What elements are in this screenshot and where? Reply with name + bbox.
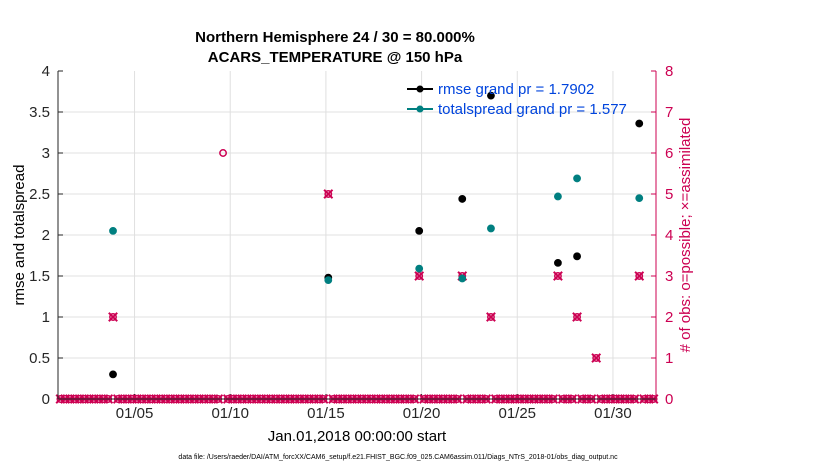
y-right-tick-label: 2 [665, 309, 673, 326]
x-tick-label: 01/10 [211, 405, 249, 422]
obs-assimilated-marker-stroke [553, 271, 563, 281]
rmse-point [415, 226, 424, 235]
rmse-point [573, 252, 581, 261]
rmse-point [554, 258, 562, 267]
rmse-point [635, 119, 644, 128]
obs-possible-marker [592, 354, 601, 362]
y-left-tick-label: 3.5 [29, 104, 50, 121]
y-left-tick-label: 0 [42, 391, 50, 408]
legend-label-rmse: rmse grand pr = 1.7902 [438, 81, 594, 98]
y-right-axis-ticks: 0 1 2 3 4 5 6 7 8 [651, 63, 673, 408]
obs-possible-marker [635, 272, 644, 280]
obs-assimilated-marker [108, 312, 118, 322]
y-left-tick-label: 2 [42, 227, 50, 244]
legend-marker-totalspread [416, 105, 424, 113]
obs-assimilated-marker-stroke [634, 271, 645, 281]
obs-assimilated-marker [486, 312, 496, 322]
y-right-tick-label: 0 [665, 391, 673, 408]
obs-possible-marker [573, 313, 582, 321]
obs-assimilated-marker-stroke [486, 312, 496, 322]
obs-assimilated-marker-stroke [572, 312, 582, 322]
x-tick-label: 01/25 [498, 405, 536, 422]
chart-title-line2: ACARS_TEMPERATURE @ 150 hPa [208, 49, 463, 66]
obs-assimilated-marker-stroke [323, 189, 334, 199]
footnote: data file: /Users/raeder/DAI/ATM_forcXX/… [178, 454, 618, 461]
x-axis-ticks: 01/05 01/10 01/15 01/20 01/25 01/30 [116, 394, 632, 422]
obs-possible-marker [219, 149, 227, 157]
totalspread-point [109, 226, 117, 235]
x-tick-label: 01/05 [116, 405, 154, 422]
obs-assimilated-marker-stroke [591, 353, 602, 363]
y-left-tick-label: 4 [42, 63, 50, 80]
legend-label-totalspread: totalspread grand pr = 1.577 [438, 101, 627, 118]
y-right-tick-label: 1 [665, 350, 673, 367]
obs-assimilated-marker [414, 271, 425, 281]
y-left-tick-label: 1 [42, 309, 50, 326]
rmse-point [487, 91, 495, 100]
rmse-point [458, 195, 467, 203]
obs-assimilated-marker [553, 271, 563, 281]
obs-assimilated-marker [323, 189, 334, 199]
y-right-tick-label: 4 [665, 227, 673, 244]
obs-assimilated-marker-stroke [414, 271, 425, 281]
obs-possible-marker [487, 313, 495, 321]
totalspread-point [635, 194, 644, 202]
obs-assimilated-marker [572, 312, 582, 322]
totalspread-point [554, 192, 562, 201]
legend: rmse grand pr = 1.7902 totalspread grand… [407, 81, 627, 118]
obs-possible-marker [324, 190, 333, 198]
rmse-point [109, 370, 117, 379]
y-left-axis-label: rmse and totalspread [11, 165, 28, 306]
obs-assimilated-marker [634, 271, 645, 281]
x-tick-label: 01/20 [403, 405, 441, 422]
obs-assimilated-marker-stroke [108, 312, 118, 322]
y-left-tick-label: 1.5 [29, 268, 50, 285]
y-right-tick-label: 3 [665, 268, 673, 285]
totalspread-point [573, 174, 581, 183]
chart-title-line1: Northern Hemisphere 24 / 30 = 80.000% [195, 29, 475, 46]
y-right-tick-label: 5 [665, 186, 673, 203]
obs-possible-marker [415, 272, 424, 280]
totalspread-point [415, 264, 424, 273]
obs-possible-marker [553, 272, 562, 280]
totalspread-point [458, 274, 467, 283]
x-tick-label: 01/30 [594, 405, 632, 422]
y-left-tick-label: 2.5 [29, 186, 50, 203]
y-left-tick-label: 0.5 [29, 350, 50, 367]
totalspread-point [324, 276, 333, 284]
y-right-tick-label: 7 [665, 104, 673, 121]
y-right-tick-label: 8 [665, 63, 673, 80]
y-left-axis-ticks: 0 0.5 1 1.5 2 2.5 3 3.5 4 [29, 63, 63, 408]
legend-marker-rmse [416, 85, 424, 93]
totalspread-point [487, 224, 495, 233]
y-right-tick-label: 6 [665, 145, 673, 162]
y-left-tick-label: 3 [42, 145, 50, 162]
y-right-axis-label: # of obs: o=possible; ×=assimilated [677, 118, 694, 353]
x-axis-label: Jan.01,2018 00:00:00 start [268, 428, 447, 445]
x-tick-label: 01/15 [307, 405, 345, 422]
obs-possible-marker [109, 313, 117, 321]
obs-assimilated-marker [591, 353, 602, 363]
